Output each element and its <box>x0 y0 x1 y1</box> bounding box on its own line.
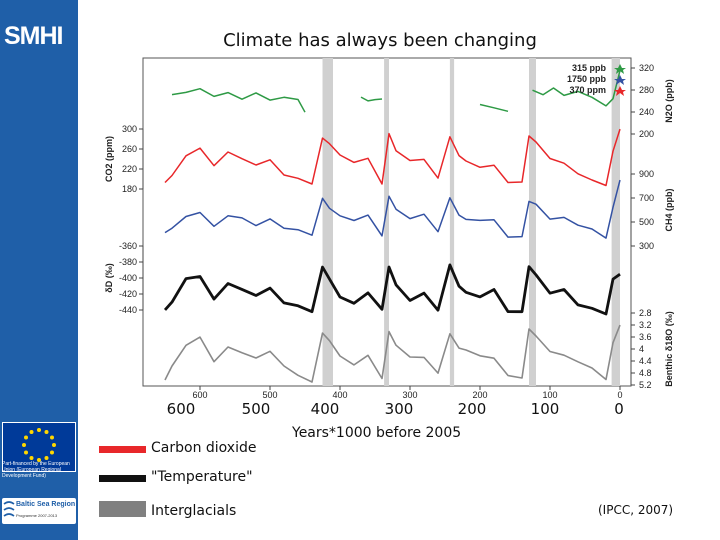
eu-star-icon <box>44 430 49 435</box>
eu-star-icon <box>29 430 34 435</box>
star-icon <box>614 64 626 74</box>
baltic-sea-region-logo: Baltic Sea Region Programme 2007-2013 <box>2 498 76 524</box>
big-x-label: 200 <box>458 400 487 418</box>
big-x-label: 600 <box>167 400 196 418</box>
legend-swatch-co2 <box>99 446 146 453</box>
eu-flag-icon <box>2 422 76 472</box>
y-tick-label-ch4: 500 <box>639 217 654 227</box>
y-tick-label-co2: 180 <box>122 184 137 194</box>
big-x-label: 0 <box>614 400 624 418</box>
y-tick-label-n2o: 280 <box>639 85 654 95</box>
interglacial-band <box>384 58 389 386</box>
series-line-dD <box>163 263 621 316</box>
big-x-label: 300 <box>385 400 414 418</box>
y-tick-label-benthic: 4.4 <box>639 356 652 366</box>
star-icon <box>614 75 626 85</box>
y-tick-label-ch4: 300 <box>639 241 654 251</box>
y-tick-label-ch4: 900 <box>639 169 654 179</box>
eu-star-icon <box>29 455 34 460</box>
interglacial-band <box>449 58 455 386</box>
eu-star-icon <box>24 435 29 440</box>
wave-icon <box>3 501 15 517</box>
interglacial-band <box>322 58 333 386</box>
y-axis-title-dD: δD (‰) <box>104 263 114 292</box>
y-tick-label-co2: 300 <box>122 124 137 134</box>
interglacial-band <box>529 58 536 386</box>
x-tick-label: 100 <box>542 390 557 400</box>
x-tick-label: 400 <box>332 390 347 400</box>
bsr-programme: Programme 2007-2013 <box>16 513 58 518</box>
big-x-label: 100 <box>531 400 560 418</box>
eu-star-icon <box>49 450 54 455</box>
eu-star-icon <box>49 435 54 440</box>
y-tick-label-benthic: 3.2 <box>639 320 652 330</box>
legend-label-co2: Carbon dioxide <box>151 440 257 456</box>
eu-stars-icon <box>22 428 56 462</box>
y-tick-label-benthic: 5.2 <box>639 380 652 390</box>
y-tick-label-co2: 220 <box>122 164 137 174</box>
y-tick-label-dD: -440 <box>119 305 137 315</box>
x-axis-label: Years*1000 before 2005 <box>292 425 462 441</box>
y-axis-title-n2o: N2O (ppb) <box>664 79 674 123</box>
x-tick-label: 600 <box>192 390 207 400</box>
legend-label-interglacials: Interglacials <box>151 503 237 519</box>
y-tick-label-benthic: 4 <box>639 344 644 354</box>
page-title: Climate has always been changing <box>223 30 537 51</box>
smhi-logo: SMHI <box>4 22 63 50</box>
y-tick-label-co2: 260 <box>122 144 137 154</box>
x-tick-label: 300 <box>402 390 417 400</box>
big-x-label: 400 <box>311 400 340 418</box>
y-tick-label-ch4: 700 <box>639 193 654 203</box>
modern-value-label: 315 ppb <box>572 63 607 73</box>
eu-star-icon <box>52 443 56 447</box>
y-tick-label-n2o: 200 <box>639 129 654 139</box>
y-tick-label-n2o: 320 <box>639 63 654 73</box>
interglacial-band <box>611 58 620 386</box>
eu-star-icon <box>22 443 26 447</box>
x-tick-label: 200 <box>472 390 487 400</box>
legend-swatch-temperature <box>99 475 146 482</box>
big-x-label: 500 <box>242 400 271 418</box>
brand-sidebar: SMHI Part-financed by the European Union… <box>0 0 78 540</box>
y-tick-label-dD: -380 <box>119 257 137 267</box>
source-citation: (IPCC, 2007) <box>598 503 674 517</box>
modern-value-label: 1750 ppb <box>567 74 607 84</box>
eu-star-icon <box>37 428 41 432</box>
y-axis-title-benthic: Benthic δ18O (‰) <box>664 311 674 386</box>
series-line-n2o <box>171 70 621 113</box>
y-tick-label-n2o: 240 <box>639 107 654 117</box>
legend-label-temperature: "Temperature" <box>151 469 253 485</box>
series-line-ch4 <box>164 179 621 239</box>
series-line-benthic <box>164 324 621 383</box>
legend-swatch-interglacials <box>99 501 146 517</box>
eu-star-icon <box>37 458 41 462</box>
y-tick-label-dD: -360 <box>119 241 137 251</box>
y-tick-label-dD: -400 <box>119 273 137 283</box>
star-icon <box>614 86 626 96</box>
series-line-co2 <box>164 128 621 187</box>
eu-star-icon <box>44 455 49 460</box>
eu-caption: Part-financed by the European Union (Eur… <box>2 461 70 479</box>
y-tick-label-benthic: 3.6 <box>639 332 652 342</box>
y-tick-label-benthic: 4.8 <box>639 368 652 378</box>
modern-value-label: 370 ppm <box>569 85 606 95</box>
x-tick-label: 0 <box>617 390 622 400</box>
y-tick-label-benthic: 2.8 <box>639 308 652 318</box>
y-tick-label-dD: -420 <box>119 289 137 299</box>
y-axis-title-co2: CO2 (ppm) <box>104 136 114 182</box>
eu-star-icon <box>24 450 29 455</box>
bsr-name: Baltic Sea Region <box>16 501 76 508</box>
y-axis-title-ch4: CH4 (ppb) <box>664 189 674 232</box>
x-tick-label: 500 <box>262 390 277 400</box>
